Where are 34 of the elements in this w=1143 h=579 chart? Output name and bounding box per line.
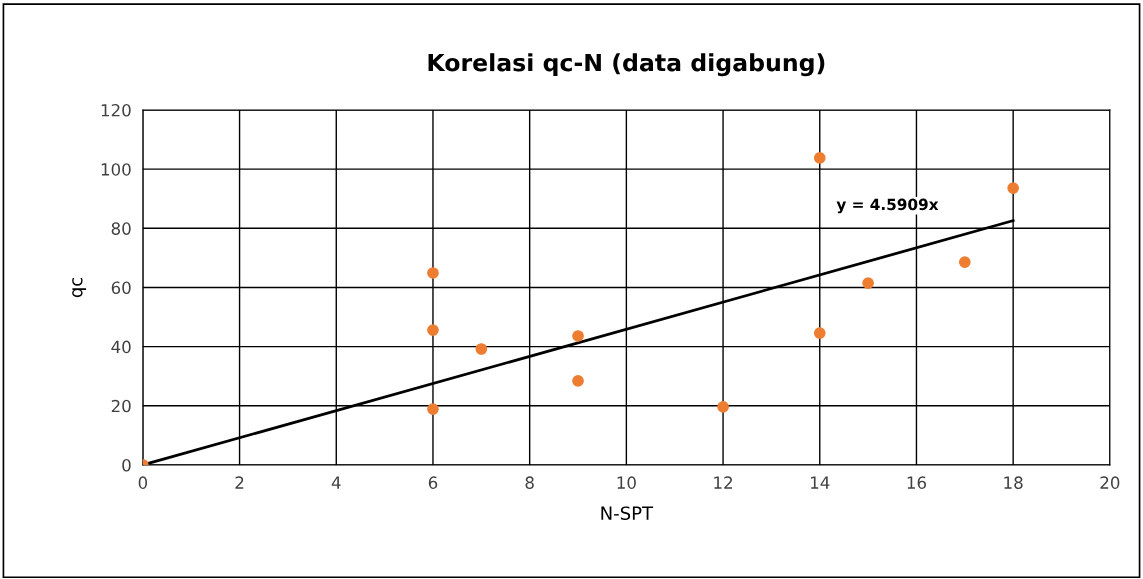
point <box>572 375 584 387</box>
point <box>1007 182 1020 194</box>
x-tick-label: 6 <box>428 476 438 489</box>
y-tick-label: 40 <box>111 340 131 354</box>
x-axis-title: N-SPT <box>601 506 654 521</box>
y-tick-label: 80 <box>111 222 131 235</box>
point <box>717 401 729 413</box>
y-tick-label: 0 <box>122 458 131 472</box>
chart-title: Korelasi qc-N (data digabung) <box>428 53 825 77</box>
x-tick-label: 14 <box>810 476 830 489</box>
x-tick-label: 20 <box>1100 476 1120 489</box>
point <box>427 267 439 279</box>
point <box>862 277 874 289</box>
y-tick-label: 120 <box>101 103 131 117</box>
x-tick-label: 12 <box>714 476 732 489</box>
y-tick-label: 100 <box>101 163 131 176</box>
x-tick-label: 4 <box>331 476 341 489</box>
point <box>572 330 584 342</box>
x-tick-label: 2 <box>235 476 244 489</box>
point <box>813 327 826 339</box>
x-tick-label: 0 <box>138 476 148 489</box>
point <box>427 324 439 336</box>
x-tick-label: 16 <box>907 476 927 489</box>
y-axis-title: qc <box>72 277 87 298</box>
x-tick-label: 18 <box>1004 476 1023 489</box>
point <box>958 256 971 268</box>
x-tick-label: 10 <box>617 476 636 489</box>
x-tick-label: 8 <box>525 476 534 489</box>
point <box>813 152 826 164</box>
annotation: y = 4.5909x <box>836 198 939 214</box>
point <box>475 343 488 355</box>
y-tick-label: 20 <box>111 399 131 413</box>
point <box>427 403 439 415</box>
y-tick-label: 60 <box>111 281 131 295</box>
